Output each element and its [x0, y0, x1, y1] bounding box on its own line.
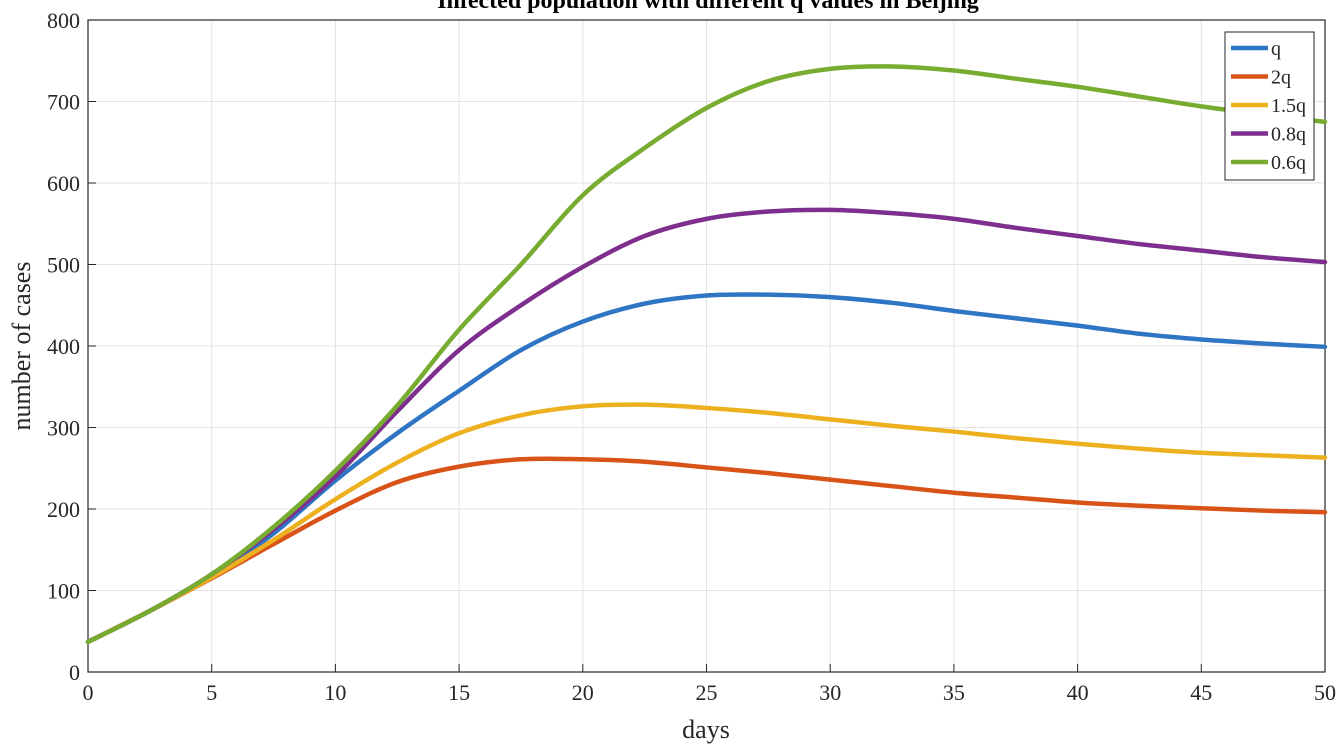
- x-tick-label: 35: [943, 680, 965, 705]
- series-lines: [85, 64, 1328, 645]
- y-tick-label: 0: [69, 660, 80, 685]
- legend-label-2: 2q: [1271, 67, 1291, 89]
- y-axis-ticks: 0 100 200 300 400 500 600 700 800: [47, 8, 96, 685]
- x-tick-label: 50: [1314, 680, 1336, 705]
- x-tick-label: 40: [1067, 680, 1089, 705]
- x-axis-ticks: 0 5 10 15 20 25 30 35 40 45 50: [83, 664, 1336, 705]
- series-line-5: [85, 64, 1328, 645]
- legend-label-1: q: [1271, 38, 1281, 60]
- x-tick-label: 10: [324, 680, 346, 705]
- x-tick-label: 5: [206, 680, 217, 705]
- legend-label-3: 1.5q: [1271, 95, 1306, 117]
- y-axis-label: number of cases: [7, 262, 36, 431]
- x-tick-label: 25: [696, 680, 718, 705]
- legend-label-4: 0.8q: [1271, 124, 1306, 146]
- y-tick-label: 800: [47, 8, 80, 33]
- x-tick-label: 45: [1190, 680, 1212, 705]
- legend-label-5: 0.6q: [1271, 152, 1306, 174]
- series-line-1: [85, 292, 1328, 645]
- y-tick-label: 300: [47, 416, 80, 441]
- legend: q 2q 1.5q 0.8q 0.6q: [1224, 31, 1315, 181]
- y-tick-label: 700: [47, 90, 80, 115]
- y-tick-label: 600: [47, 171, 80, 196]
- y-tick-label: 400: [47, 334, 80, 359]
- x-axis-label: days: [682, 715, 730, 744]
- x-tick-label: 15: [448, 680, 470, 705]
- x-tick-label: 30: [819, 680, 841, 705]
- y-tick-label: 100: [47, 579, 80, 604]
- y-tick-label: 200: [47, 497, 80, 522]
- y-tick-label: 500: [47, 253, 80, 278]
- series-line-2: [85, 456, 1328, 645]
- chart-title: Infected population with different q val…: [437, 0, 979, 14]
- x-tick-label: 0: [83, 680, 94, 705]
- grid-lines: [87, 19, 1326, 673]
- x-tick-label: 20: [572, 680, 594, 705]
- series-line-3: [85, 402, 1328, 645]
